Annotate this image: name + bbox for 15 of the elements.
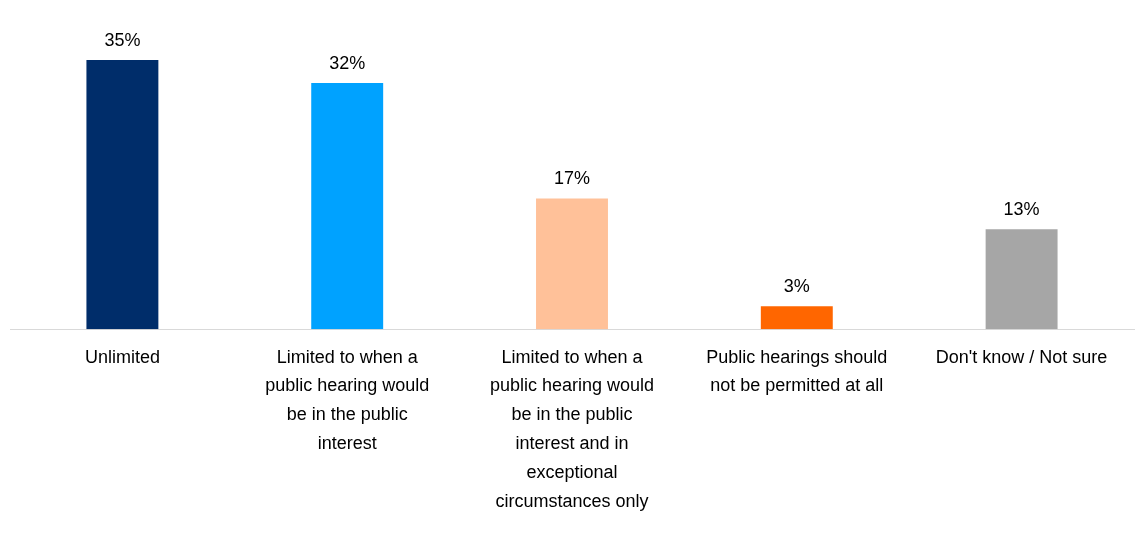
x-tick-label: Unlimited bbox=[84, 346, 160, 367]
x-tick-label: Don't know / Not sure bbox=[935, 346, 1108, 367]
data-label: 17% bbox=[553, 168, 591, 189]
x-tick-label: Public hearings should not be permitted at all bbox=[706, 346, 888, 396]
data-label: 32% bbox=[329, 53, 366, 74]
bar bbox=[86, 60, 159, 330]
x-tick-label: Limited to when a public hearing would be in the public interest and in exceptional circumstances only bbox=[489, 346, 655, 511]
bar bbox=[536, 198, 608, 330]
bar bbox=[760, 306, 833, 330]
data-label: 3% bbox=[783, 276, 810, 297]
x-tick-label: Limited to when a public hearing would be in the public interest bbox=[265, 346, 430, 453]
bar bbox=[311, 83, 384, 330]
bar bbox=[985, 229, 1058, 330]
data-label: 13% bbox=[1003, 199, 1040, 220]
data-label: 35% bbox=[104, 29, 141, 50]
